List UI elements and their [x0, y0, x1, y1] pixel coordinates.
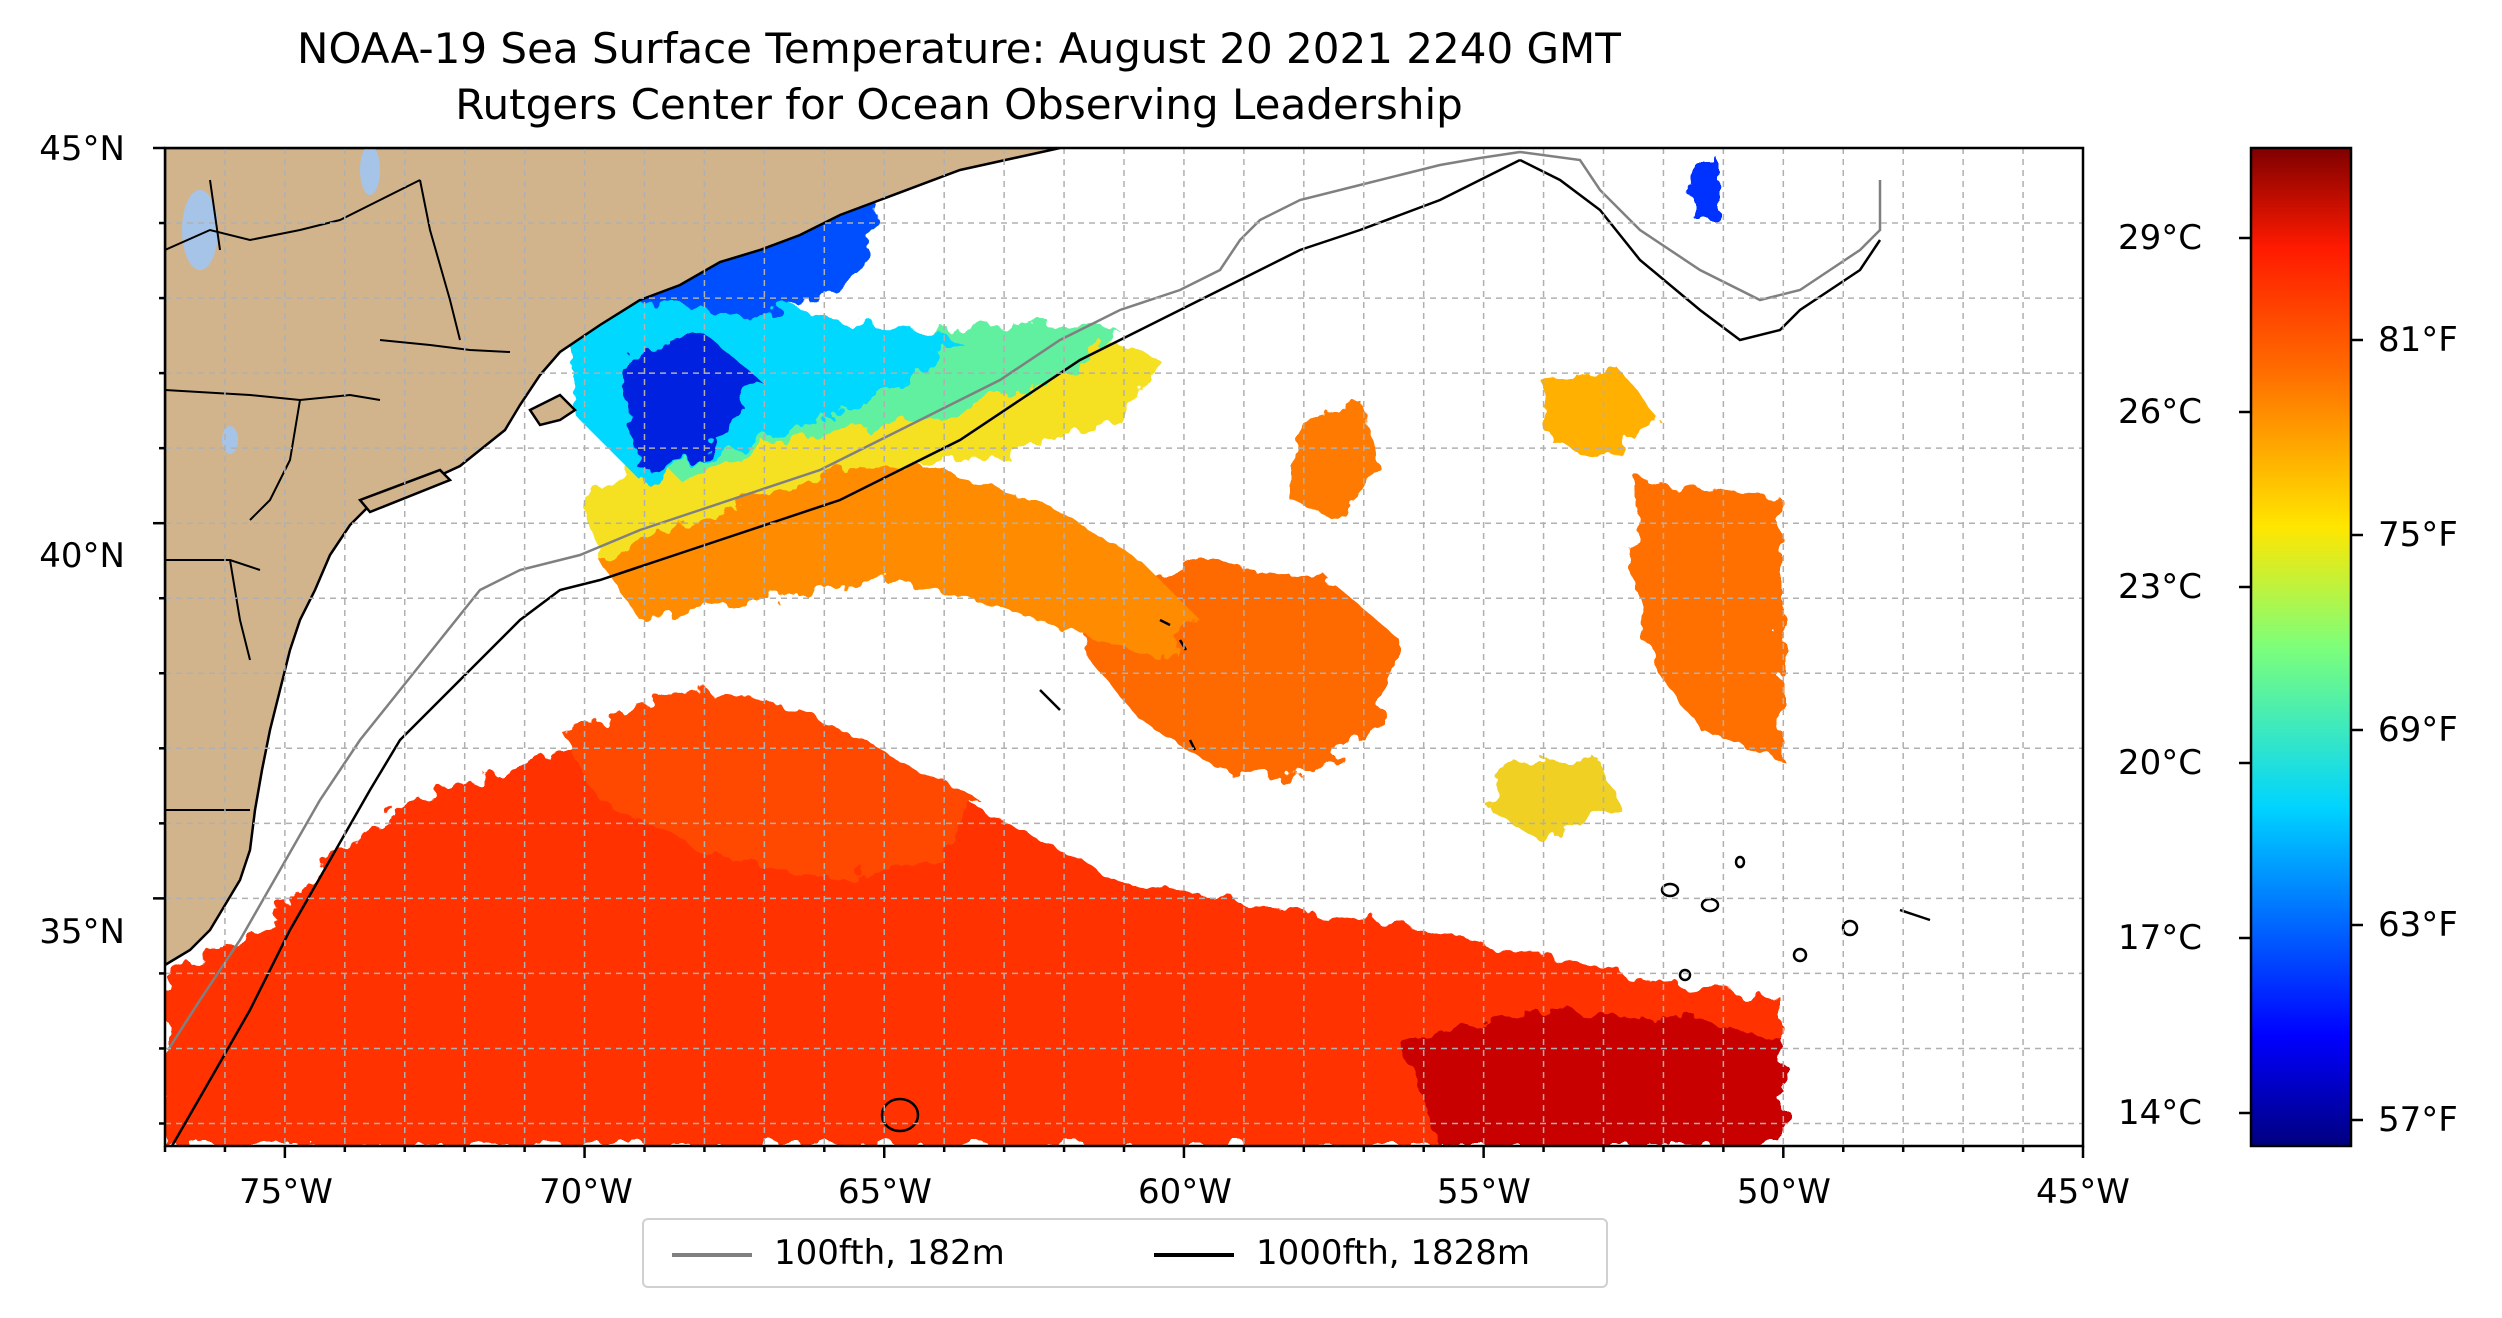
legend-swatch-100fth — [672, 1253, 752, 1257]
sst-warm-south-patch — [165, 705, 1783, 1146]
sst-gulfstream-orange — [600, 460, 1200, 660]
sst-warm-central-patch — [560, 690, 980, 880]
colorbar-ticks-fahrenheit — [2351, 338, 2363, 1122]
sst-warm-mideast-patch — [1290, 400, 1380, 520]
lon-label: 65°W — [838, 1172, 932, 1212]
colorbar-label-fahrenheit: 69°F — [2378, 710, 2458, 750]
lon-label: 45°W — [2036, 1172, 2130, 1212]
colorbar-label-fahrenheit: 63°F — [2378, 905, 2458, 945]
figure-subtitle: Rutgers Center for Ocean Observing Leade… — [455, 80, 1463, 129]
sst-east-blue-patch — [1690, 160, 1720, 220]
figure-title: NOAA-19 Sea Surface Temperature: August … — [297, 24, 1621, 73]
lake — [360, 148, 380, 195]
colorbar-label-celsius: 26°C — [2118, 392, 2203, 432]
colorbar-label-fahrenheit: 81°F — [2378, 320, 2458, 360]
colorbar-ticks-celsius — [2239, 236, 2251, 1115]
legend-label-1000fth: 1000fth, 1828m — [1256, 1233, 1531, 1273]
lon-label: 60°W — [1138, 1172, 1232, 1212]
lake — [182, 190, 218, 270]
isobath-100fth — [166, 150, 1882, 1051]
colorbar-label-fahrenheit: 75°F — [2378, 515, 2458, 555]
sst-east-yellow-patch-2 — [1540, 370, 1660, 460]
map-gridlines — [164, 147, 2084, 1146]
colorbar-label-celsius: 29°C — [2118, 218, 2203, 258]
colorbar-label-celsius: 14°C — [2118, 1093, 2203, 1133]
legend-label-100fth: 100fth, 182m — [774, 1233, 1005, 1273]
isobath-legend: 100fth, 182m 1000fth, 1828m — [642, 1218, 1608, 1288]
lat-label: 35°N — [39, 912, 125, 952]
cape-cod-hook — [528, 393, 577, 427]
seamounts — [880, 618, 1931, 1133]
colorbar-label-celsius: 20°C — [2118, 743, 2203, 783]
lat-label: 45°N — [39, 129, 125, 169]
sst-dark-red-patch — [1400, 1010, 1783, 1146]
sst-gulf-of-maine-deep-blue — [620, 330, 760, 470]
lon-label: 75°W — [239, 1172, 333, 1212]
legend-swatch-1000fth — [1154, 1253, 1234, 1257]
lon-label: 55°W — [1437, 1172, 1531, 1212]
sst-warm-far-east-patch — [1630, 480, 1783, 760]
lat-label: 40°N — [39, 536, 125, 576]
map-ticks — [153, 146, 2085, 1158]
lon-label: 70°W — [539, 1172, 633, 1212]
isobath-1000fth — [170, 158, 1882, 1146]
lake — [222, 426, 238, 454]
state-borders — [165, 179, 511, 811]
lakes-layer — [182, 148, 380, 454]
colorbar — [2249, 146, 2353, 1148]
sst-east-yellow-patch — [1490, 760, 1620, 840]
lon-label: 50°W — [1737, 1172, 1831, 1212]
colorbar-label-fahrenheit: 57°F — [2378, 1100, 2458, 1140]
colorbar-label-celsius: 17°C — [2118, 918, 2203, 958]
colorbar-label-celsius: 23°C — [2118, 567, 2203, 607]
